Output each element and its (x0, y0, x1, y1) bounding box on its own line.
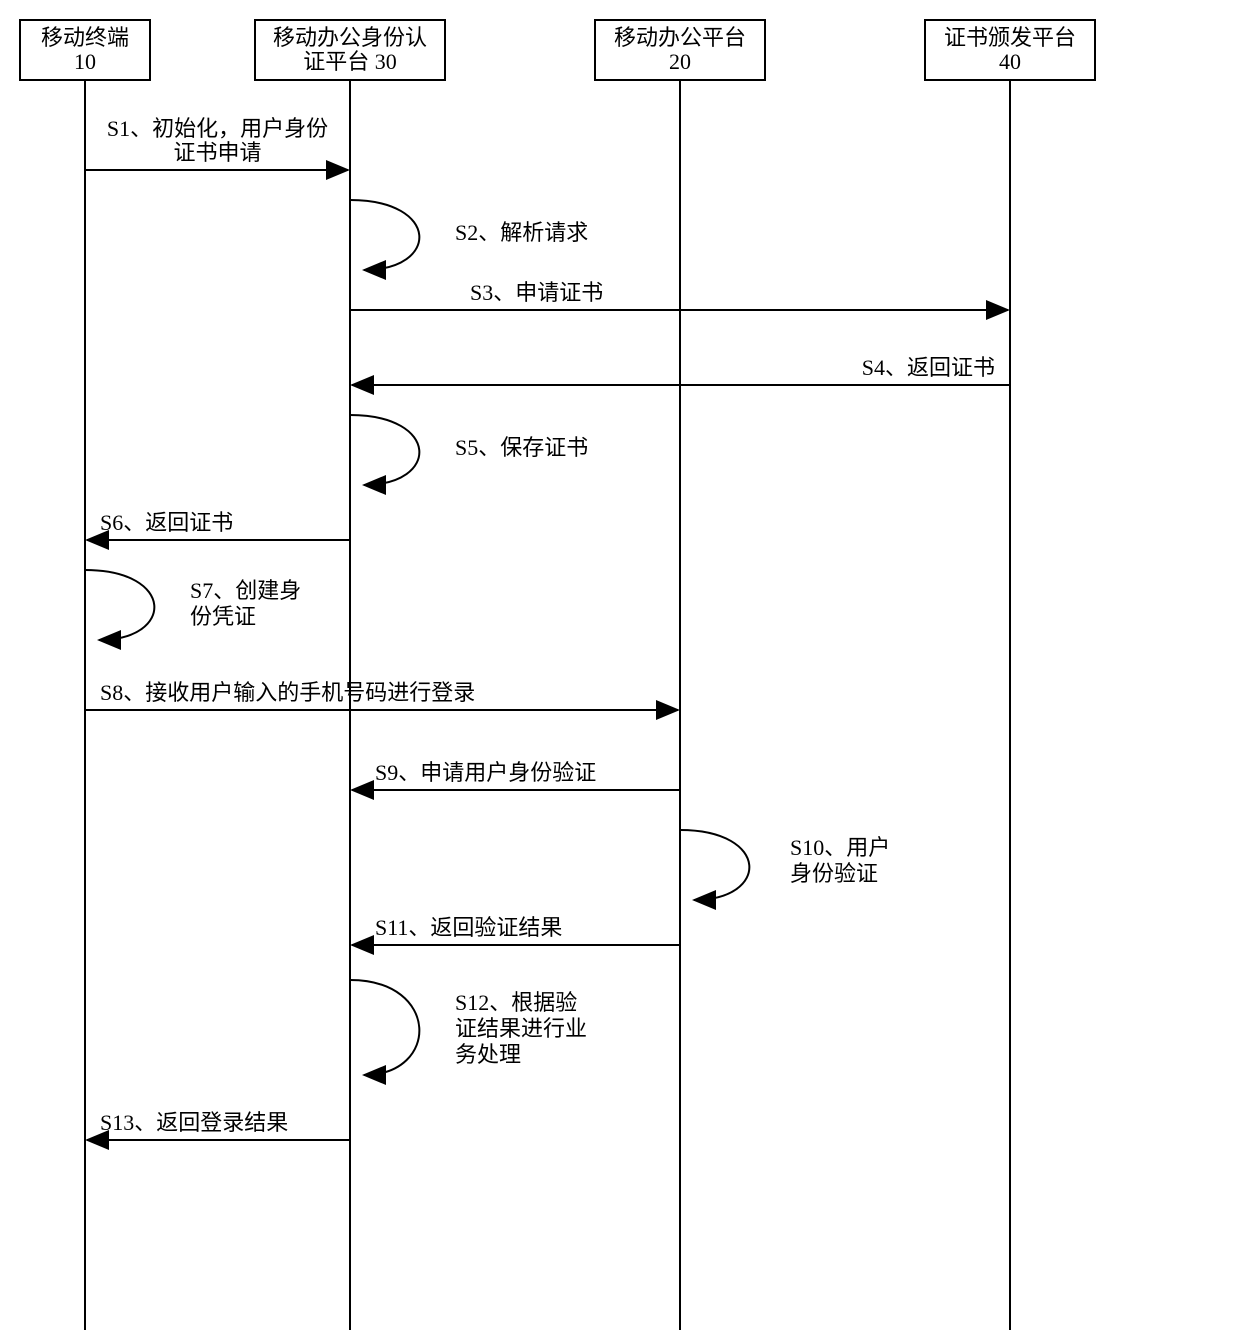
participant-label: 20 (669, 49, 691, 74)
message-label: S10、用户 (790, 835, 890, 860)
participant-label: 移动终端 (41, 25, 129, 50)
message-label: S5、保存证书 (455, 435, 588, 460)
message-label: S11、返回验证结果 (375, 915, 562, 940)
message-label: 份凭证 (190, 604, 256, 629)
message-label: S6、返回证书 (100, 510, 233, 535)
message-label: 证书申请 (173, 140, 261, 165)
self-message (350, 200, 419, 270)
sequence-diagram: 移动终端10 移动办公身份认证平台 30 移动办公平台20 证书颁发平台40 S1、初始… (0, 0, 1240, 1342)
participant-label: 10 (74, 49, 96, 74)
participant-label: 证平台 30 (303, 49, 397, 74)
message-label: 身份验证 (790, 861, 878, 886)
participant-label: 40 (999, 49, 1021, 74)
message-label: S1、初始化，用户身份 (107, 116, 328, 141)
self-message (85, 570, 154, 640)
message-label: 务处理 (455, 1042, 521, 1067)
message-label: 证结果进行业 (455, 1016, 587, 1041)
message-label: S2、解析请求 (455, 220, 588, 245)
message-label: S3、申请证书 (470, 280, 603, 305)
participant-label: 移动办公平台 (614, 25, 746, 50)
message-label: S8、接收用户输入的手机号码进行登录 (100, 680, 475, 705)
message-label: S12、根据验 (455, 990, 577, 1015)
message-label: S7、创建身 (190, 578, 301, 603)
participant-label: 移动办公身份认 (273, 25, 427, 50)
participant-label: 证书颁发平台 (944, 25, 1076, 50)
self-message (350, 980, 419, 1075)
message-label: S9、申请用户身份验证 (375, 760, 596, 785)
message-label: S13、返回登录结果 (100, 1110, 288, 1135)
self-message (680, 830, 749, 900)
self-message (350, 415, 419, 485)
message-label: S4、返回证书 (862, 355, 995, 380)
